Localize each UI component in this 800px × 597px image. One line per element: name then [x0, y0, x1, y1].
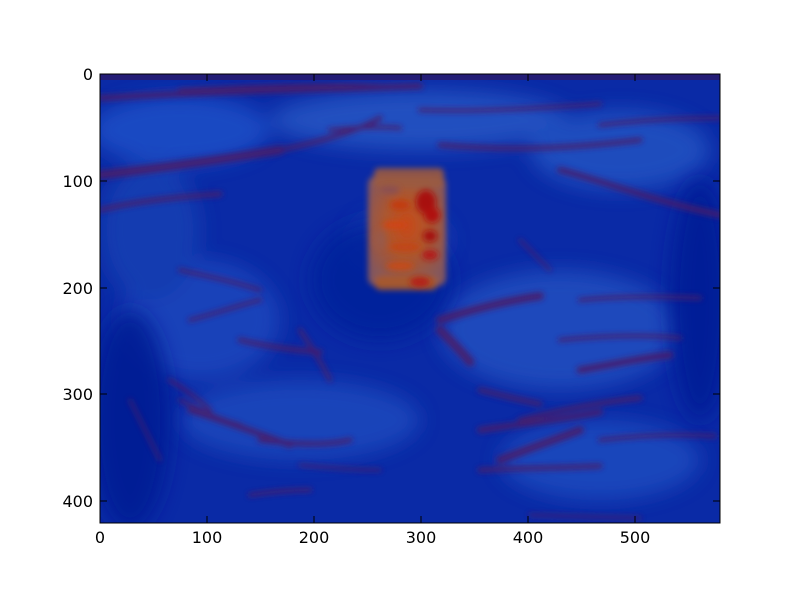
x-axis	[99, 74, 636, 523]
x-tick-label-0: 0	[95, 528, 105, 547]
x-tick-label-500: 500	[620, 528, 651, 547]
x-tick-label-400: 400	[513, 528, 544, 547]
y-tick-label-300: 300	[62, 385, 93, 404]
image-layer	[100, 74, 720, 523]
x-tick-labels: 0 100 200 300 400 500	[95, 528, 650, 547]
x-tick-label-300: 300	[406, 528, 437, 547]
axes-frame	[99, 73, 721, 524]
y-axis	[100, 73, 720, 502]
edge-streaks	[100, 83, 720, 520]
y-tick-label-0: 0	[83, 65, 93, 84]
hotspot-region	[368, 168, 446, 290]
y-tick-label-100: 100	[62, 172, 93, 191]
y-tick-labels: 0 100 200 300 400	[62, 65, 93, 511]
top-dark-band	[100, 74, 720, 80]
x-tick-label-200: 200	[299, 528, 330, 547]
x-tick-label-100: 100	[192, 528, 223, 547]
y-tick-label-400: 400	[62, 492, 93, 511]
y-tick-label-200: 200	[62, 279, 93, 298]
